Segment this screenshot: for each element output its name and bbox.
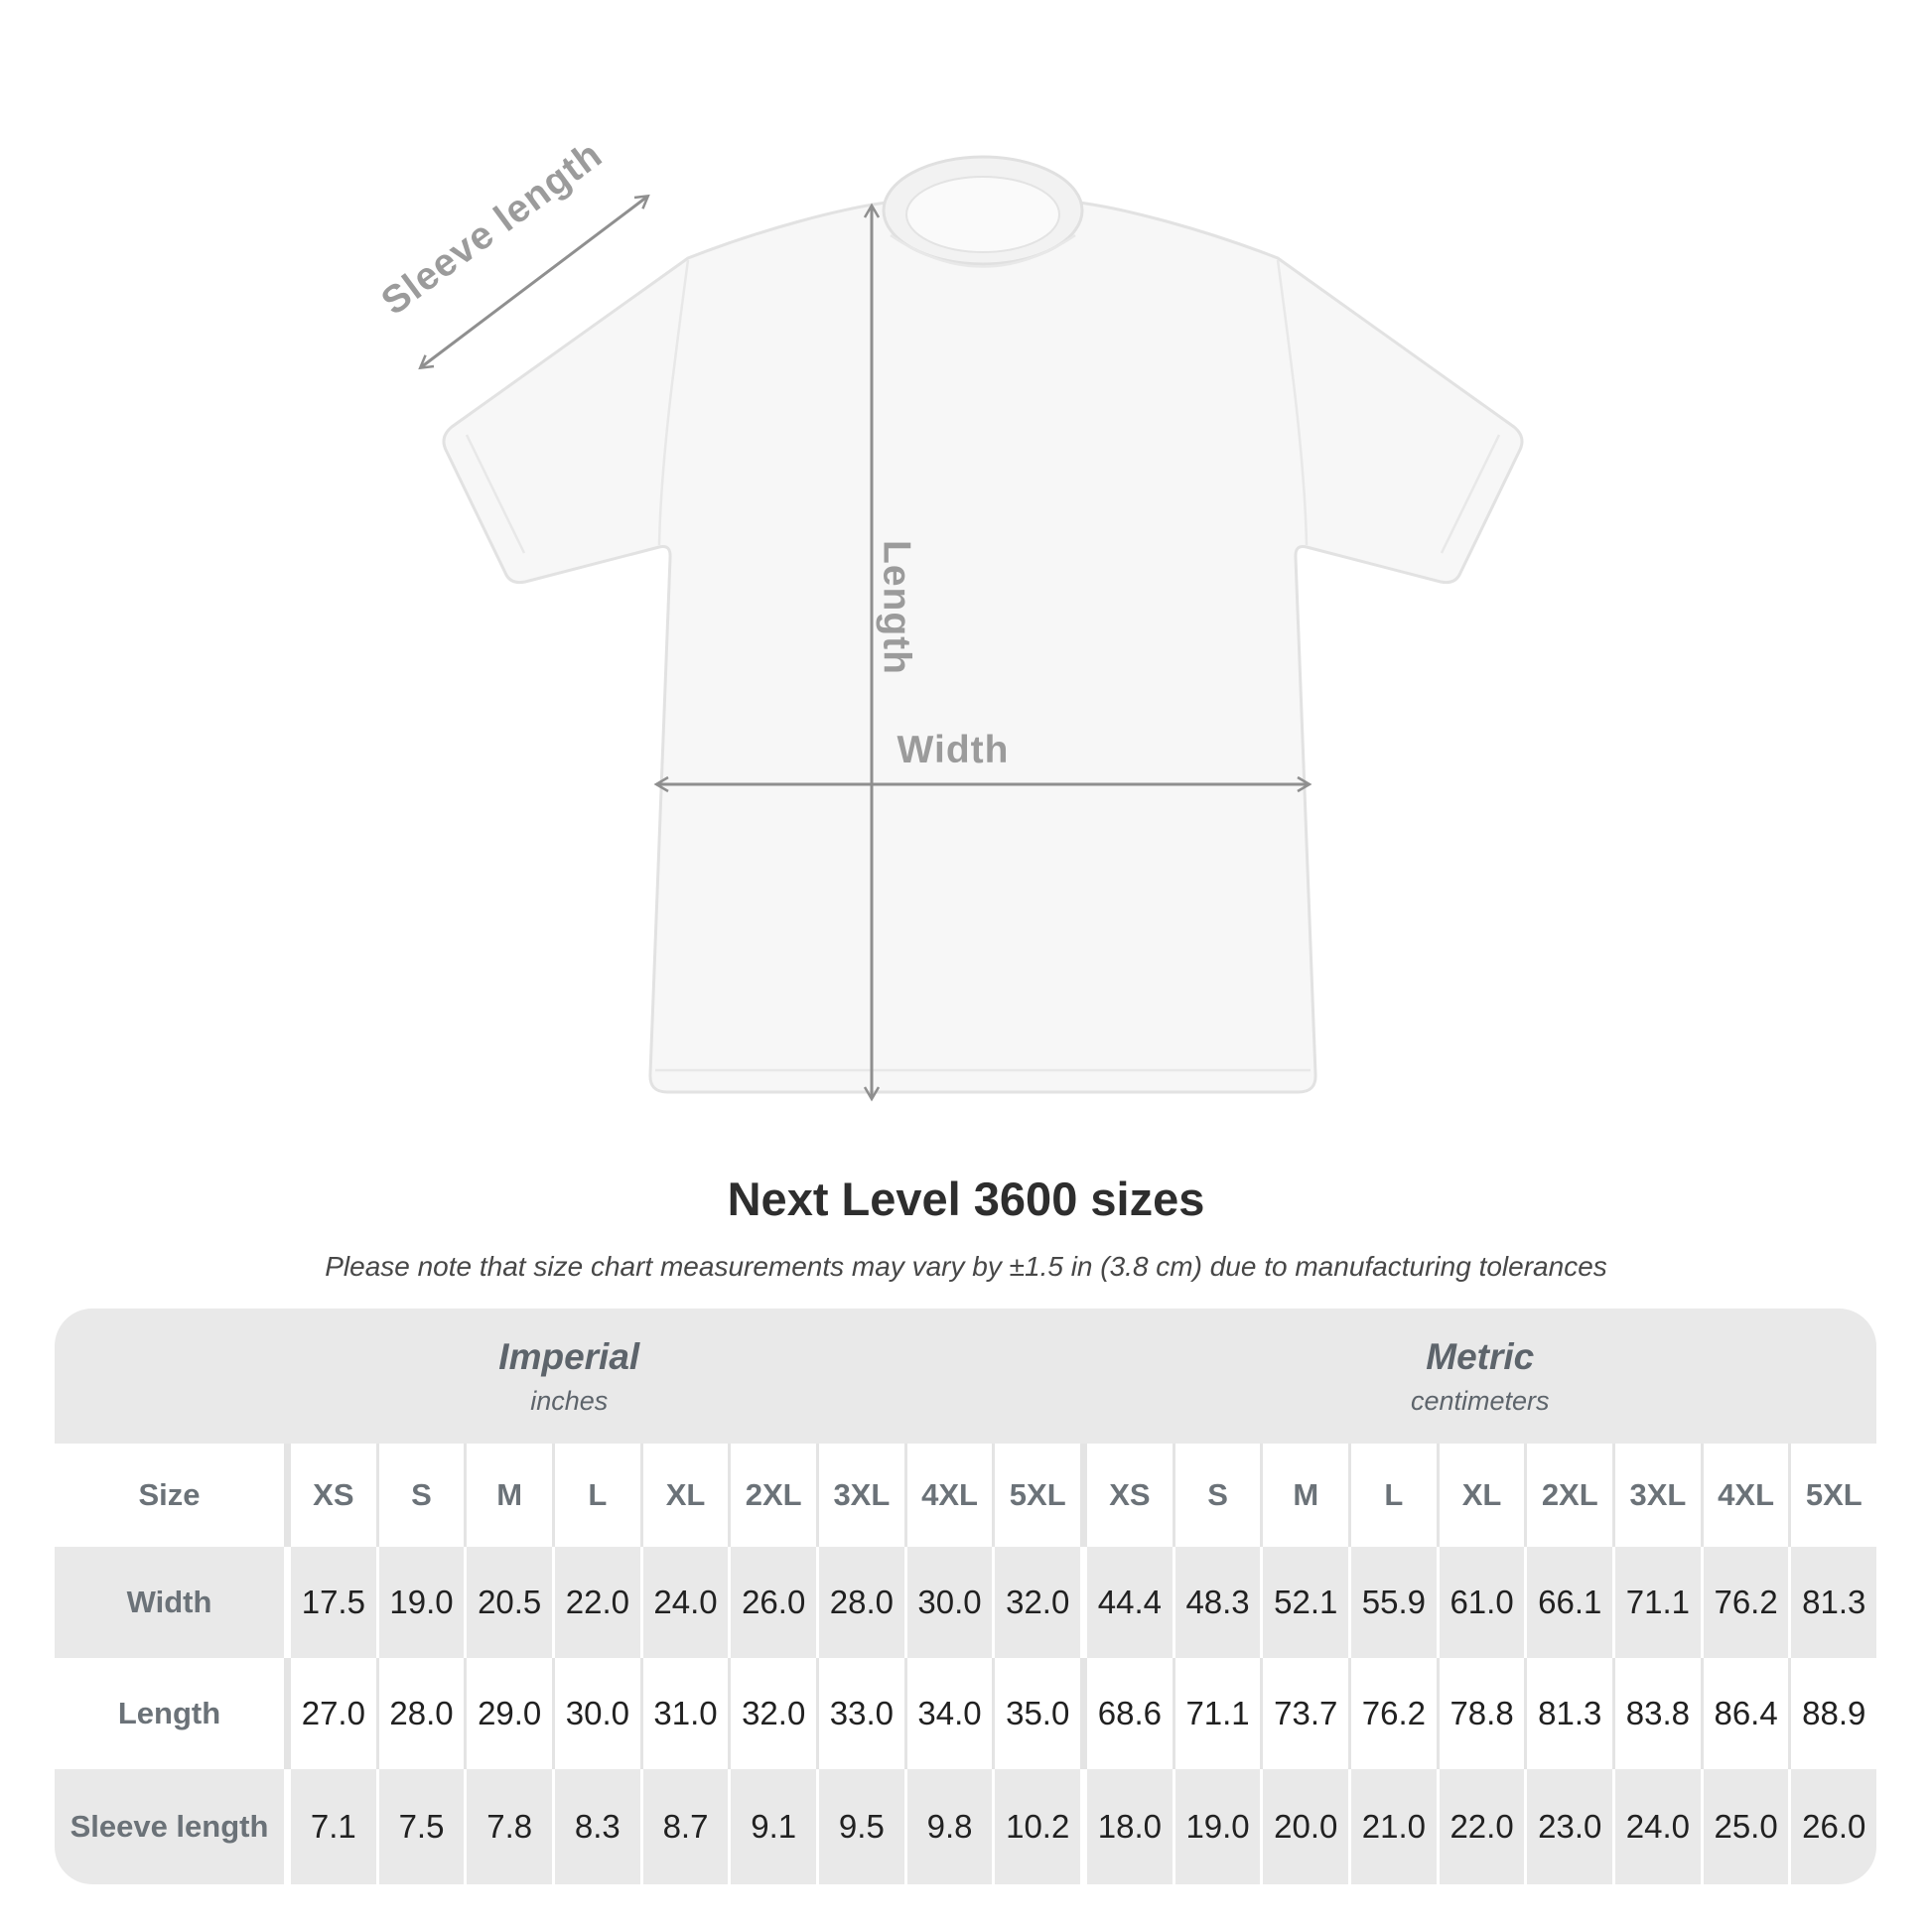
value-cell: 52.1 [1263, 1547, 1352, 1658]
value-cell: 61.0 [1439, 1547, 1528, 1658]
value-cell: 81.3 [1791, 1547, 1876, 1658]
size-header-cell: 5XL [1791, 1444, 1876, 1547]
value-cell: 88.9 [1791, 1658, 1876, 1769]
size-header-cell: L [1351, 1444, 1440, 1547]
size-header-cell: XS [291, 1444, 379, 1547]
size-header-cell: L [555, 1444, 643, 1547]
value-cell: 34.0 [906, 1658, 996, 1769]
size-header-cell: 2XL [1527, 1444, 1616, 1547]
table-row-width: Width 17.5 19.0 20.5 22.0 24.0 26.0 28.0 30.0 32… [55, 1547, 1876, 1658]
value-cell: 21.0 [1351, 1769, 1440, 1884]
value-cell: 28.0 [378, 1658, 468, 1769]
size-header-cell: M [1263, 1444, 1352, 1547]
value-cell: 44.4 [1087, 1547, 1175, 1658]
sleeve-length-label: Sleeve length [373, 133, 610, 324]
value-cell: 28.0 [819, 1547, 907, 1658]
value-cell: 83.8 [1615, 1658, 1704, 1769]
tshirt-body [442, 189, 1524, 1094]
tshirt-measurement-diagram: Sleeve length Length Width [373, 133, 1524, 1102]
value-cell: 66.1 [1527, 1547, 1616, 1658]
tshirt-collar [882, 155, 1084, 268]
value-cell: 20.0 [1263, 1769, 1352, 1884]
row-label: Length [55, 1658, 291, 1769]
metric-group-name: Metric [1426, 1335, 1535, 1377]
value-cell: 8.3 [555, 1769, 643, 1884]
tshirt-seams [465, 259, 1501, 1072]
value-cell: 78.8 [1439, 1658, 1528, 1769]
value-cell: 27.0 [291, 1658, 379, 1769]
value-cell: 18.0 [1087, 1769, 1175, 1884]
value-cell: 9.5 [819, 1769, 907, 1884]
size-table: Imperial inches Metric centimeters Size … [55, 1309, 1876, 1884]
value-cell: 26.0 [731, 1547, 820, 1658]
value-cell: 30.0 [906, 1547, 996, 1658]
value-cell: 19.0 [1174, 1769, 1264, 1884]
value-cell: 68.6 [1087, 1658, 1175, 1769]
length-label: Length [876, 540, 918, 675]
width-label: Width [897, 729, 1010, 771]
value-cell: 17.5 [291, 1547, 379, 1658]
value-cell: 29.0 [467, 1658, 556, 1769]
value-cell: 22.0 [1439, 1769, 1528, 1884]
value-cell: 76.2 [1351, 1658, 1440, 1769]
imperial-group-name: Imperial [498, 1335, 640, 1377]
table-row-sleeve-length: Sleeve length 7.1 7.5 7.8 8.3 8.7 9.1 9.5 9.8 10… [55, 1769, 1876, 1884]
value-cell: 32.0 [731, 1658, 820, 1769]
metric-group: Metric centimeters [1084, 1309, 1877, 1444]
size-header-cell: 2XL [731, 1444, 820, 1547]
value-cell: 81.3 [1527, 1658, 1616, 1769]
value-cell: 24.0 [1615, 1769, 1704, 1884]
unit-group-header: Imperial inches Metric centimeters [55, 1309, 1876, 1444]
value-cell: 7.1 [291, 1769, 379, 1884]
size-header-cell: 3XL [819, 1444, 907, 1547]
size-header-cell: XS [1087, 1444, 1175, 1547]
imperial-group-unit: inches [530, 1385, 609, 1416]
size-header-cell: XL [642, 1444, 732, 1547]
table-row-length: Length 27.0 28.0 29.0 30.0 31.0 32.0 33.0 34.0 3… [55, 1658, 1876, 1769]
page-title: Next Level 3600 sizes [727, 1173, 1205, 1225]
value-cell: 86.4 [1703, 1658, 1792, 1769]
sleeve-length-arrow [418, 194, 650, 370]
size-header-cell: S [378, 1444, 468, 1547]
value-cell: 20.5 [467, 1547, 556, 1658]
value-cell: 30.0 [555, 1658, 643, 1769]
value-cell: 9.8 [906, 1769, 996, 1884]
value-cell: 71.1 [1174, 1658, 1264, 1769]
value-cell: 55.9 [1351, 1547, 1440, 1658]
size-header-cell: 4XL [1703, 1444, 1792, 1547]
value-cell: 26.0 [1791, 1769, 1876, 1884]
page-subtitle: Please note that size chart measurements… [325, 1251, 1607, 1282]
value-cell: 33.0 [819, 1658, 907, 1769]
value-cell: 7.5 [378, 1769, 468, 1884]
value-cell: 7.8 [467, 1769, 556, 1884]
value-cell: 35.0 [995, 1658, 1088, 1769]
metric-group-unit: centimeters [1410, 1385, 1550, 1416]
value-cell: 22.0 [555, 1547, 643, 1658]
size-header-cell: S [1174, 1444, 1264, 1547]
value-cell: 71.1 [1615, 1547, 1704, 1658]
row-label: Sleeve length [55, 1769, 291, 1884]
row-label: Width [55, 1547, 291, 1658]
imperial-group: Imperial inches [55, 1309, 1084, 1444]
value-cell: 31.0 [642, 1658, 732, 1769]
value-cell: 32.0 [995, 1547, 1088, 1658]
value-cell: 24.0 [642, 1547, 732, 1658]
size-header-cell: M [467, 1444, 556, 1547]
value-cell: 8.7 [642, 1769, 732, 1884]
value-cell: 73.7 [1263, 1658, 1352, 1769]
size-header-cell: 3XL [1615, 1444, 1704, 1547]
size-header-cell: 4XL [906, 1444, 996, 1547]
size-header-row: Size XS S M L XL 2XL 3XL 4XL 5XL XS S M L XL 2XL 3XL 4X… [55, 1444, 1876, 1547]
value-cell: 48.3 [1174, 1547, 1264, 1658]
value-cell: 10.2 [995, 1769, 1088, 1884]
value-cell: 23.0 [1527, 1769, 1616, 1884]
value-cell: 9.1 [731, 1769, 820, 1884]
size-header-label: Size [55, 1444, 291, 1547]
value-cell: 76.2 [1703, 1547, 1792, 1658]
value-cell: 25.0 [1703, 1769, 1792, 1884]
size-header-cell: XL [1439, 1444, 1528, 1547]
value-cell: 19.0 [378, 1547, 468, 1658]
size-header-cell: 5XL [995, 1444, 1088, 1547]
